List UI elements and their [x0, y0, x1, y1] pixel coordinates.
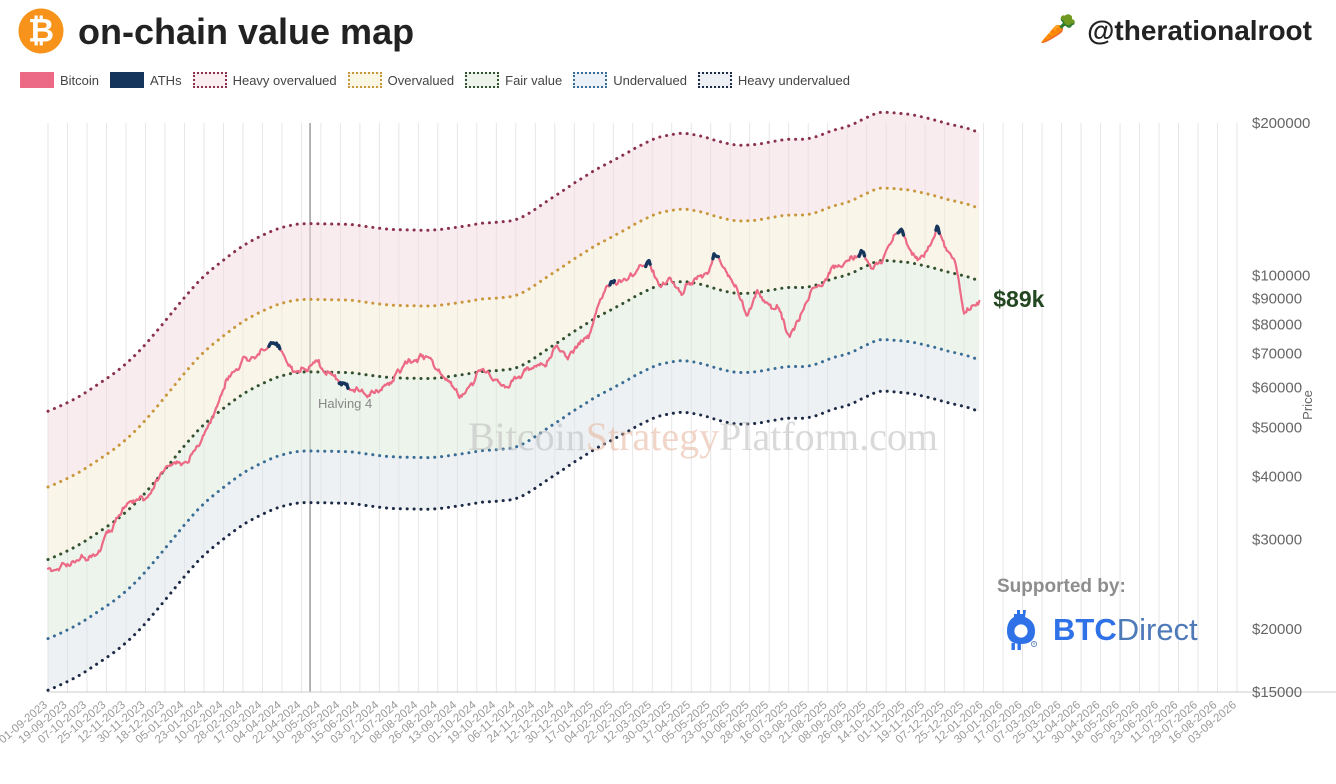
- svg-text:$30000: $30000: [1252, 532, 1302, 549]
- svg-text:$40000: $40000: [1252, 469, 1302, 486]
- svg-text:R: R: [1033, 642, 1036, 646]
- svg-text:Price: Price: [1300, 390, 1315, 420]
- svg-text:BitcoinStrategyPlatform.com: BitcoinStrategyPlatform.com: [468, 414, 938, 459]
- svg-text:$20000: $20000: [1252, 621, 1302, 638]
- svg-text:$50000: $50000: [1252, 420, 1302, 437]
- svg-text:$100000: $100000: [1252, 267, 1310, 284]
- svg-text:$60000: $60000: [1252, 380, 1302, 397]
- svg-text:$15000: $15000: [1252, 684, 1302, 701]
- svg-text:$89k: $89k: [993, 286, 1044, 312]
- svg-text:$90000: $90000: [1252, 290, 1302, 307]
- svg-text:$80000: $80000: [1252, 316, 1302, 333]
- svg-text:$70000: $70000: [1252, 346, 1302, 363]
- svg-text:$200000: $200000: [1252, 115, 1310, 132]
- svg-text:₿: ₿: [28, 13, 54, 49]
- svg-text:Halving 4: Halving 4: [318, 396, 372, 411]
